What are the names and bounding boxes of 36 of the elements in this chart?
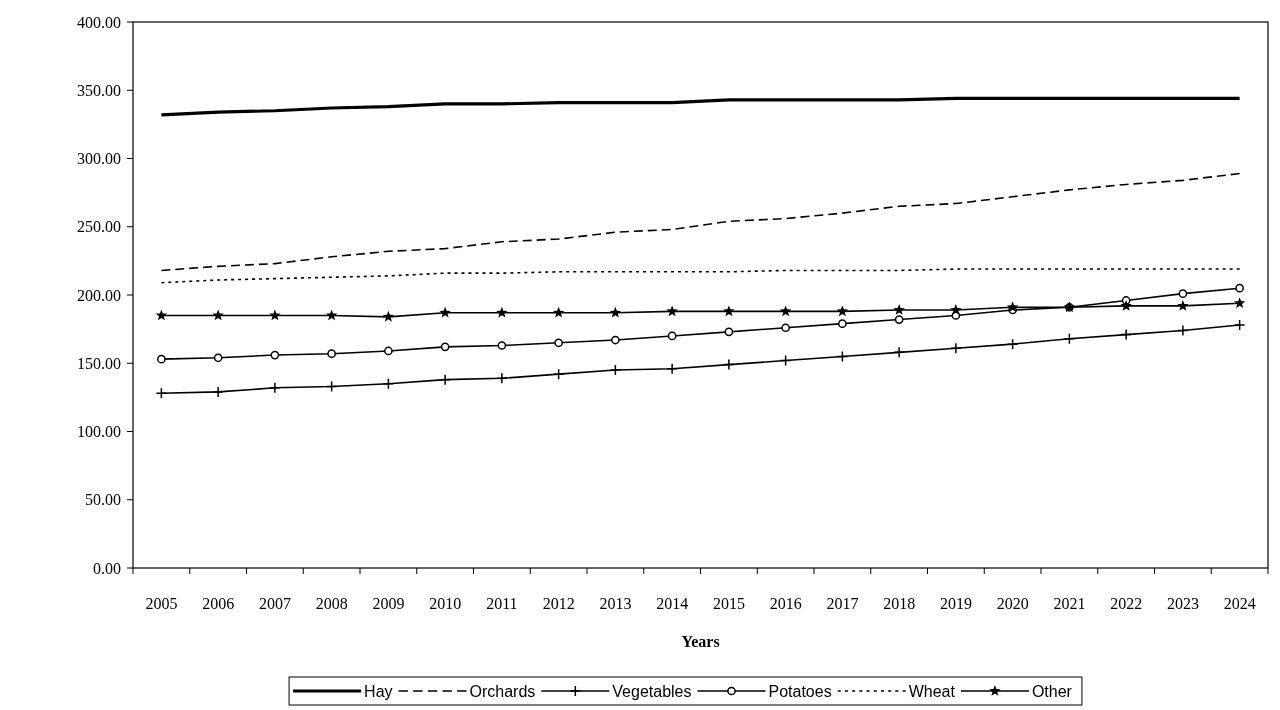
y-tick-label: 250.00 — [77, 218, 121, 236]
x-tick-label: 2007 — [258, 594, 291, 612]
y-tick-label: 200.00 — [77, 286, 121, 304]
x-tick-label: 2020 — [996, 594, 1029, 612]
x-axis-title: Years — [681, 632, 720, 650]
x-tick-label: 2014 — [656, 594, 689, 612]
x-tick-label: 2006 — [202, 594, 235, 612]
legend-label: Other — [1031, 682, 1073, 700]
x-tick-label: 2015 — [712, 594, 745, 612]
y-tick-label: 350.00 — [77, 81, 121, 99]
x-tick-label: 2024 — [1223, 594, 1256, 612]
x-tick-label: 2016 — [769, 594, 802, 612]
x-tick-label: 2012 — [542, 594, 575, 612]
x-tick-label: 2023 — [1166, 594, 1199, 612]
x-tick-label: 2017 — [826, 594, 859, 612]
x-tick-label: 2010 — [429, 594, 462, 612]
y-tick-label: 150.00 — [77, 354, 121, 372]
legend-label: Vegetables — [612, 682, 692, 700]
legend-label: Hay — [364, 682, 393, 700]
legend-label: Potatoes — [768, 682, 832, 700]
x-tick-label: 2019 — [939, 594, 972, 612]
y-tick-label: 400.00 — [77, 13, 121, 31]
y-tick-label: 0.00 — [93, 559, 121, 577]
x-tick-label: 2011 — [486, 594, 518, 612]
y-tick-label: 50.00 — [85, 491, 121, 509]
x-tick-label: 2008 — [315, 594, 348, 612]
y-tick-label: 100.00 — [77, 423, 121, 440]
y-tick-label: 300.00 — [77, 150, 121, 167]
legend-label: Wheat — [908, 682, 956, 700]
x-tick-label: 2009 — [372, 594, 405, 612]
x-tick-label: 2005 — [145, 594, 178, 612]
x-tick-label: 2018 — [883, 594, 916, 612]
x-tick-label: 2022 — [1110, 594, 1143, 612]
legend-label: Orchards — [469, 682, 536, 700]
x-tick-label: 2013 — [599, 594, 632, 612]
x-tick-label: 2021 — [1053, 594, 1086, 612]
